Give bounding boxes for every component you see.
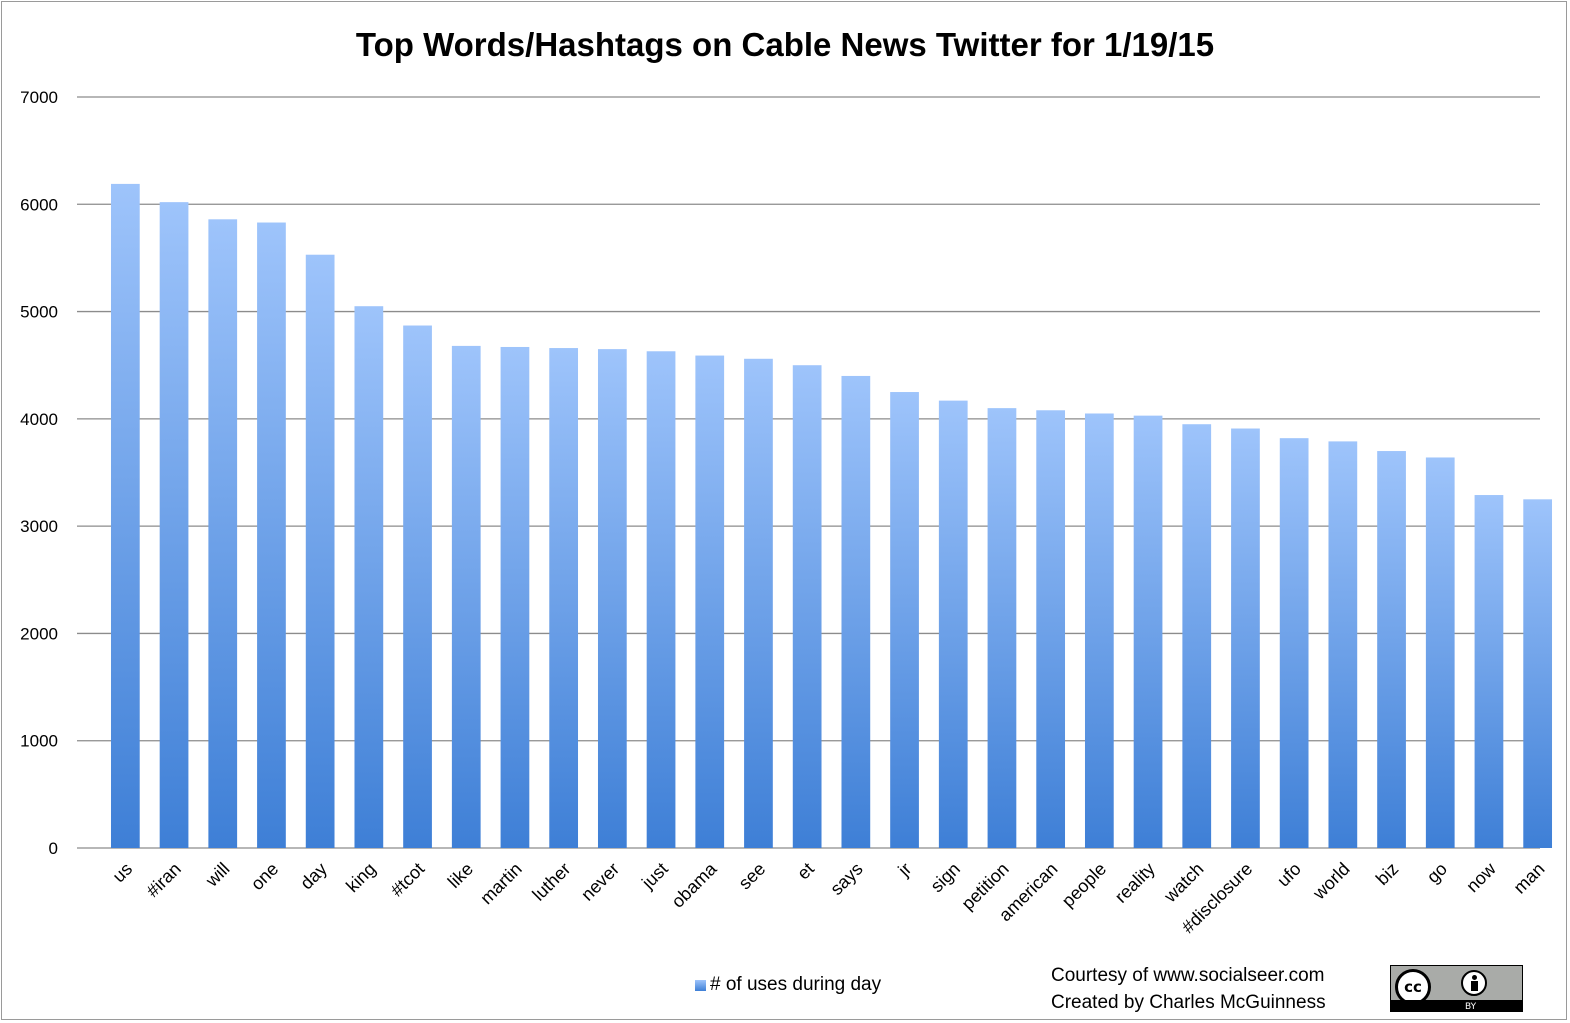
legend-label: # of uses during day [710, 974, 882, 995]
bars [110, 183, 1553, 849]
y-tick-label: 7000 [20, 88, 58, 107]
x-tick-label: us [109, 859, 137, 887]
x-tick-label: will [201, 859, 234, 892]
legend-swatch [695, 979, 706, 991]
bar-disclosure [1231, 428, 1260, 848]
legend: # of uses during day [695, 974, 881, 996]
x-tick-label: never [577, 859, 623, 905]
bar-sign [938, 400, 968, 848]
bar-petition [987, 408, 1017, 848]
chart-title: Top Words/Hashtags on Cable News Twitter… [355, 26, 1215, 63]
bar-watch [1182, 424, 1212, 848]
bar-iran [159, 202, 189, 848]
bar-american [1036, 410, 1066, 848]
bar-et [792, 365, 822, 848]
x-tick-label: reality [1111, 859, 1159, 907]
x-tick-label: sign [927, 859, 964, 896]
bar-reality [1133, 415, 1163, 848]
bar-one [257, 222, 286, 848]
x-tick-label: like [444, 859, 477, 892]
bar-world [1328, 441, 1358, 848]
bar-man [1523, 499, 1553, 848]
x-tick-label: obama [668, 858, 722, 912]
bar-just [646, 351, 676, 848]
bar-obama [695, 355, 725, 848]
bar-king [354, 306, 384, 848]
bar-now [1474, 495, 1504, 848]
y-tick-label: 3000 [20, 517, 58, 536]
x-tick-label: luther [528, 859, 574, 905]
x-tick-label: et [793, 859, 818, 884]
bar-luther [549, 348, 579, 848]
bar-go [1425, 457, 1455, 848]
x-tick-label: day [296, 859, 331, 894]
y-axis-ticks: 0 1000 2000 3000 4000 5000 6000 7000 [20, 88, 58, 858]
x-tick-label: just [637, 859, 672, 894]
by-label: BY [1465, 1002, 1477, 1012]
y-tick-label: 4000 [20, 410, 58, 429]
x-tick-label: see [735, 859, 770, 894]
bar-jr [890, 392, 919, 848]
bar-will [208, 219, 238, 848]
bar-says [841, 375, 871, 848]
bar-like [451, 345, 481, 848]
bar-martin [500, 346, 530, 848]
bar-biz [1377, 451, 1406, 848]
x-tick-label: man [1510, 859, 1549, 898]
x-tick-label: jr [893, 859, 915, 881]
x-tick-label: ufo [1273, 859, 1305, 891]
bar-see [744, 358, 773, 848]
x-tick-label: world [1308, 859, 1353, 904]
x-axis-ticks: us #iran will one day king #tcot like martin luth… [109, 858, 1549, 937]
bar-ufo [1279, 438, 1309, 848]
cc-by-icon: cc BY [1390, 965, 1523, 1012]
x-tick-label: now [1462, 858, 1500, 896]
bar-day [305, 254, 335, 848]
y-tick-label: 5000 [20, 303, 58, 322]
bar-people [1084, 413, 1114, 848]
x-tick-label: people [1058, 859, 1110, 911]
person-icon [1461, 970, 1487, 996]
x-tick-label: king [342, 859, 379, 896]
credit: Courtesy of www.socialseer.com Created b… [1051, 962, 1326, 1016]
bar-tcot [403, 325, 432, 849]
y-tick-label: 2000 [20, 624, 58, 643]
x-tick-label: one [247, 859, 282, 894]
cc-icon: cc [1395, 969, 1431, 1005]
credit-line-1: Courtesy of www.socialseer.com [1051, 965, 1325, 986]
bar-never [597, 349, 627, 848]
x-tick-label: #iran [142, 859, 184, 901]
y-tick-label: 1000 [20, 732, 58, 751]
bar-us [110, 183, 140, 848]
x-tick-label: martin [476, 859, 526, 909]
x-tick-label: says [826, 859, 866, 899]
x-tick-label: go [1423, 859, 1451, 887]
y-tick-label: 6000 [20, 195, 58, 214]
x-tick-label: #tcot [387, 859, 429, 901]
x-tick-label: biz [1372, 859, 1402, 889]
credit-line-2: Created by Charles McGuinness [1051, 992, 1326, 1013]
y-tick-label: 0 [49, 839, 58, 858]
